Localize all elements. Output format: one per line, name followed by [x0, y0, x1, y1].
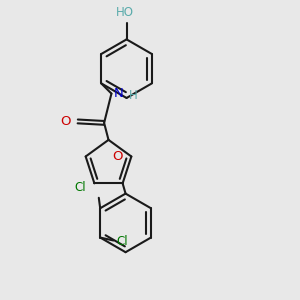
Text: O: O	[113, 150, 123, 163]
Text: N: N	[114, 87, 124, 100]
Text: Cl: Cl	[116, 236, 128, 248]
Text: Cl: Cl	[74, 181, 85, 194]
Text: HO: HO	[116, 6, 134, 19]
Text: H: H	[128, 88, 137, 102]
Text: O: O	[60, 115, 70, 128]
